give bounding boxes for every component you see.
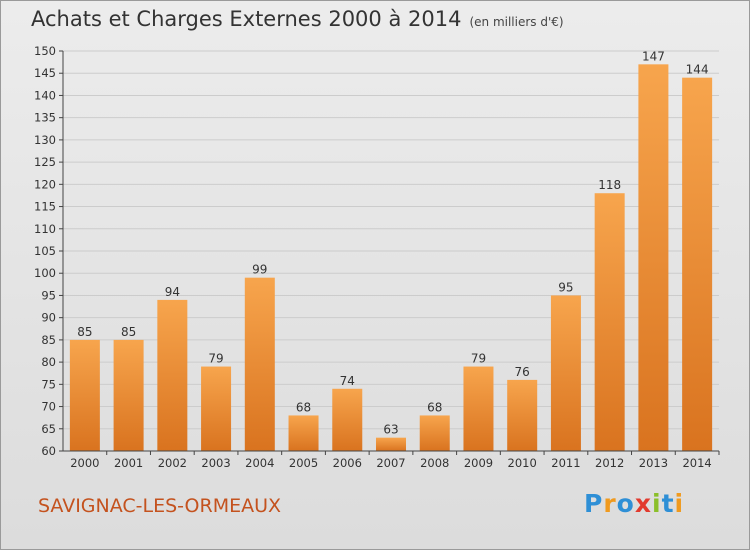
x-tick-label: 2014 — [682, 456, 711, 470]
data-label: 95 — [558, 280, 573, 294]
x-tick-label: 2004 — [245, 456, 274, 470]
bar — [157, 299, 188, 451]
y-tick-label: 115 — [34, 200, 56, 214]
bar — [332, 388, 363, 451]
data-label: 85 — [77, 325, 92, 339]
bar — [288, 415, 319, 451]
y-tick-label: 60 — [41, 444, 56, 458]
data-label: 79 — [208, 352, 223, 366]
data-label: 144 — [686, 63, 709, 77]
bar — [550, 295, 581, 451]
y-tick-label: 65 — [41, 422, 56, 436]
x-tick-label: 2010 — [508, 456, 537, 470]
data-label: 74 — [340, 374, 355, 388]
x-tick-label: 2003 — [201, 456, 230, 470]
data-label: 79 — [471, 352, 486, 366]
bar — [376, 437, 406, 451]
logo-letter: x — [634, 489, 652, 518]
bar — [201, 366, 232, 451]
logo-letter: i — [652, 489, 662, 518]
x-tick-label: 2001 — [114, 456, 143, 470]
bar — [682, 77, 713, 452]
data-label: 63 — [383, 423, 398, 437]
data-label: 85 — [121, 325, 136, 339]
data-label: 99 — [252, 263, 267, 277]
bar — [463, 366, 494, 451]
y-tick-label: 110 — [34, 222, 56, 236]
x-tick-label: 2000 — [70, 456, 99, 470]
bar — [244, 277, 275, 451]
data-label: 147 — [642, 49, 665, 63]
x-tick-label: 2013 — [639, 456, 668, 470]
y-tick-label: 135 — [34, 111, 56, 125]
labels: 60 65 70 75 80 85 90 95 100 105 110 115 120 125 130 135… — [34, 44, 712, 470]
x-tick-label: 2002 — [158, 456, 187, 470]
data-label: 68 — [296, 400, 311, 414]
logo-letter: i — [674, 489, 685, 518]
x-tick-label: 2005 — [289, 456, 318, 470]
logo-letter: r — [603, 489, 617, 518]
logo-letter: o — [616, 489, 635, 518]
y-tick-label: 95 — [41, 288, 56, 302]
commune-name: SAVIGNAC-LES-ORMEAUX — [38, 495, 282, 517]
proxiti-logo: Proxiti — [584, 489, 684, 518]
chart-unit: (en milliers d'€) — [469, 15, 564, 29]
y-tick-label: 90 — [41, 311, 56, 325]
data-label: 68 — [427, 400, 442, 414]
bar — [507, 379, 538, 451]
y-tick-label: 150 — [34, 44, 56, 58]
data-label: 76 — [515, 365, 530, 379]
y-tick-label: 145 — [34, 66, 56, 80]
logo-letter: P — [584, 489, 604, 518]
y-tick-label: 80 — [41, 355, 56, 369]
bar — [638, 64, 669, 452]
x-tick-label: 2011 — [551, 456, 580, 470]
x-tick-label: 2006 — [333, 456, 362, 470]
y-tick-label: 100 — [34, 266, 56, 280]
y-tick-label: 70 — [41, 400, 56, 414]
bar — [69, 339, 100, 451]
x-tick-label: 2007 — [376, 456, 405, 470]
y-tick-label: 140 — [34, 88, 56, 102]
chart-title: Achats et Charges Externes 2000 à 2014 (e… — [31, 7, 564, 31]
chart-title-text: Achats et Charges Externes 2000 à 2014 — [31, 7, 462, 31]
bars — [69, 64, 713, 452]
axes — [59, 50, 720, 455]
data-label: 118 — [598, 178, 621, 192]
bar — [113, 339, 144, 451]
y-tick-label: 120 — [34, 177, 56, 191]
y-tick-label: 130 — [34, 133, 56, 147]
x-tick-label: 2009 — [464, 456, 493, 470]
y-tick-label: 75 — [41, 377, 56, 391]
x-tick-label: 2012 — [595, 456, 624, 470]
data-label: 94 — [165, 285, 180, 299]
x-tick-label: 2008 — [420, 456, 449, 470]
y-tick-label: 85 — [41, 333, 56, 347]
y-tick-label: 125 — [34, 155, 56, 169]
logo-letter: t — [661, 489, 675, 518]
bar — [594, 193, 625, 451]
y-tick-label: 105 — [34, 244, 56, 258]
bar — [419, 415, 450, 451]
